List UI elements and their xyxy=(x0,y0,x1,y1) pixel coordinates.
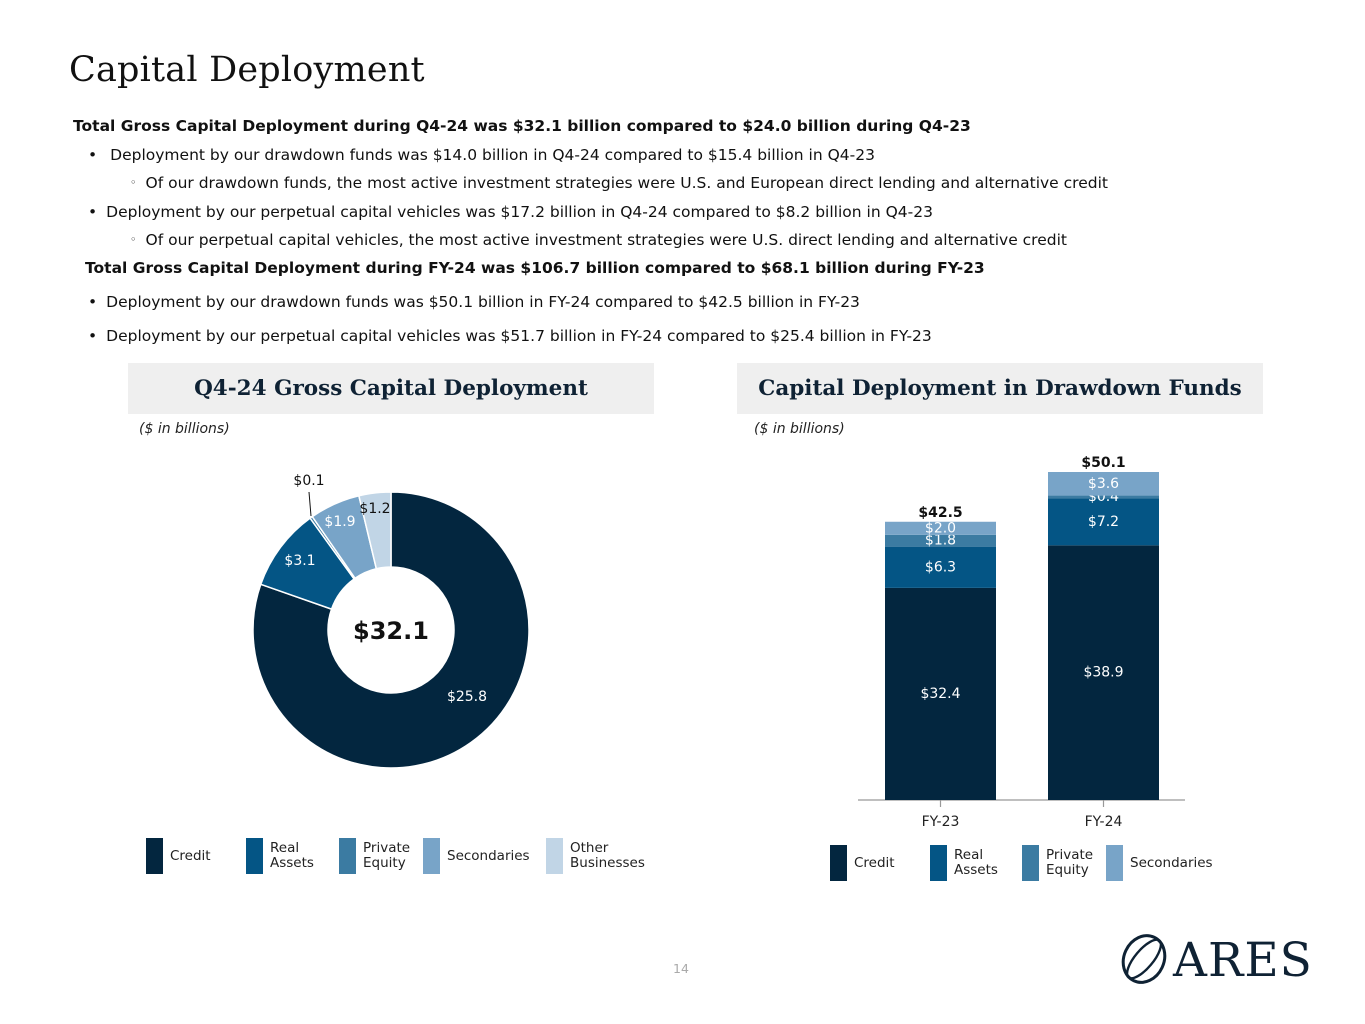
donut-slice-credit xyxy=(252,491,530,769)
legend-label: Private Equity xyxy=(363,840,411,871)
bullet-icon: • xyxy=(88,327,98,345)
donut-center-total: $32.1 xyxy=(353,617,429,645)
q4-sub-1-text: Of our drawdown funds, the most active i… xyxy=(145,174,1108,192)
donut-leader-line xyxy=(308,491,312,517)
legend-swatch xyxy=(930,845,947,881)
bar-segment-secondaries xyxy=(885,521,996,535)
legend-item: Other Businesses xyxy=(546,838,645,874)
fy-bullet-1-text: Deployment by our drawdown funds was $50… xyxy=(106,293,860,311)
legend-label: Private Equity xyxy=(1046,847,1094,878)
legend-item: Real Assets xyxy=(246,838,314,874)
bar-segment-label: $6.3 xyxy=(925,559,956,575)
legend-label: Credit xyxy=(854,854,895,871)
legend-swatch xyxy=(546,838,563,874)
bar-segment-credit xyxy=(1048,545,1159,800)
legend-item: Credit xyxy=(146,838,211,874)
legend-item: Credit xyxy=(830,845,895,881)
bar-segment-label: $2.0 xyxy=(925,520,956,536)
q4-bullet-1-text: Deployment by our drawdown funds was $14… xyxy=(110,146,875,164)
bar-total-label: $50.1 xyxy=(1081,455,1125,471)
bullet-icon: • xyxy=(88,146,98,164)
bar-segment-label: $7.2 xyxy=(1088,514,1119,530)
bar-chart-header: Capital Deployment in Drawdown Funds xyxy=(737,363,1263,414)
q4-bullet-2: • Deployment by our perpetual capital veh… xyxy=(88,203,933,221)
bar-segment-label: $38.9 xyxy=(1083,665,1123,681)
q4-sub-2-text: Of our perpetual capital vehicles, the m… xyxy=(145,231,1067,249)
q4-bullet-1: • Deployment by our drawdown funds was $1… xyxy=(88,146,875,164)
legend-swatch xyxy=(339,838,356,874)
bar-segment-label: $3.6 xyxy=(1088,476,1119,492)
donut-slice-label: $1.9 xyxy=(324,514,355,530)
sub-bullet-icon: ◦ xyxy=(130,233,137,246)
legend-label: Secondaries xyxy=(447,847,530,864)
legend-swatch xyxy=(246,838,263,874)
bullet-icon: • xyxy=(88,293,98,311)
legend-item: Private Equity xyxy=(1022,845,1093,881)
bar-segment-private-equity xyxy=(885,534,996,547)
donut-slice-label: $0.1 xyxy=(293,473,324,489)
donut-slice-label: $1.2 xyxy=(359,501,390,517)
bar-total-label: $42.5 xyxy=(918,505,962,521)
legend-label: Secondaries xyxy=(1130,854,1213,871)
sub-bullet-icon: ◦ xyxy=(130,176,137,189)
donut-slice-label: $3.1 xyxy=(284,553,315,569)
bar-segment-private-equity xyxy=(1048,495,1159,499)
ares-logo-text: ARES xyxy=(1173,933,1313,988)
legend-item: Secondaries xyxy=(423,838,530,874)
donut-units-note: ($ in billions) xyxy=(139,421,230,437)
q4-sub-1: ◦ Of our drawdown funds, the most active … xyxy=(130,174,1108,192)
legend-label: Credit xyxy=(170,847,211,864)
bar-segment-secondaries xyxy=(1048,472,1159,496)
fy-bullet-2-text: Deployment by our perpetual capital vehi… xyxy=(106,327,932,345)
bar-segment-credit xyxy=(885,587,996,800)
x-axis-tick-label: FY-23 xyxy=(922,814,960,830)
legend-swatch xyxy=(1022,845,1039,881)
bar-units-note: ($ in billions) xyxy=(754,421,845,437)
fy-heading: Total Gross Capital Deployment during FY… xyxy=(85,259,985,277)
fy-bullet-2: • Deployment by our perpetual capital veh… xyxy=(88,327,932,345)
donut-slice-label: $25.8 xyxy=(447,689,487,705)
page-title: Capital Deployment xyxy=(69,50,425,90)
bar-segment-real-assets xyxy=(885,546,996,588)
bar-segment-label: $32.4 xyxy=(920,686,960,702)
legend-swatch xyxy=(1106,845,1123,881)
bar-segment-real-assets xyxy=(1048,498,1159,546)
legend-swatch xyxy=(423,838,440,874)
ares-logo-icon xyxy=(1121,934,1167,984)
legend-swatch xyxy=(830,845,847,881)
legend-item: Secondaries xyxy=(1106,845,1213,881)
bar-segment-label: $1.8 xyxy=(925,533,956,549)
page-number: 14 xyxy=(673,961,689,976)
legend-label: Real Assets xyxy=(270,840,314,871)
donut-slice-secondaries xyxy=(357,491,392,570)
legend-swatch xyxy=(146,838,163,874)
q4-heading: Total Gross Capital Deployment during Q4… xyxy=(73,117,971,135)
legend-item: Private Equity xyxy=(339,838,410,874)
legend-item: Real Assets xyxy=(930,845,998,881)
legend-label: Real Assets xyxy=(954,847,998,878)
fy-bullet-1: • Deployment by our drawdown funds was $5… xyxy=(88,293,860,311)
q4-sub-2: ◦ Of our perpetual capital vehicles, the … xyxy=(130,231,1067,249)
donut-chart-header: Q4-24 Gross Capital Deployment xyxy=(128,363,654,414)
q4-bullet-2-text: Deployment by our perpetual capital vehi… xyxy=(106,203,933,221)
legend-label: Other Businesses xyxy=(570,840,645,871)
x-axis-tick-label: FY-24 xyxy=(1085,814,1123,830)
bullet-icon: • xyxy=(88,203,98,221)
